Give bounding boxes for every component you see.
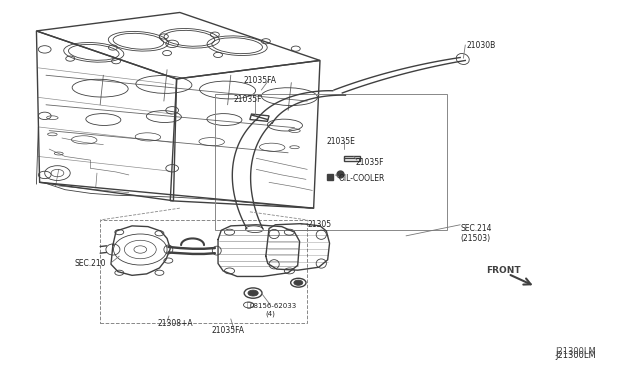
Text: 21035F: 21035F <box>355 157 383 167</box>
Text: 21035FA: 21035FA <box>212 326 244 335</box>
Text: 08156-62033: 08156-62033 <box>250 303 297 309</box>
Text: 21305: 21305 <box>307 220 332 229</box>
Text: FRONT: FRONT <box>486 266 520 275</box>
Bar <box>250 114 269 121</box>
Circle shape <box>294 280 303 285</box>
Text: (21503): (21503) <box>460 234 490 243</box>
Text: SEC.210: SEC.210 <box>75 259 106 268</box>
Circle shape <box>248 290 258 296</box>
Text: 21035FA: 21035FA <box>244 76 276 85</box>
Text: 21308+A: 21308+A <box>157 319 193 328</box>
Bar <box>344 156 360 161</box>
Text: OIL-COOLER: OIL-COOLER <box>339 174 385 183</box>
Text: 21035F: 21035F <box>234 95 262 104</box>
Text: (4): (4) <box>266 310 276 317</box>
Text: 21035E: 21035E <box>326 137 355 146</box>
Text: Ⓢ: Ⓢ <box>246 302 251 308</box>
Text: SEC.214: SEC.214 <box>460 224 492 233</box>
Text: J21300LM: J21300LM <box>556 347 596 356</box>
Bar <box>100 220 307 323</box>
Text: J21300LM: J21300LM <box>556 351 596 360</box>
Text: 21030B: 21030B <box>467 41 496 50</box>
